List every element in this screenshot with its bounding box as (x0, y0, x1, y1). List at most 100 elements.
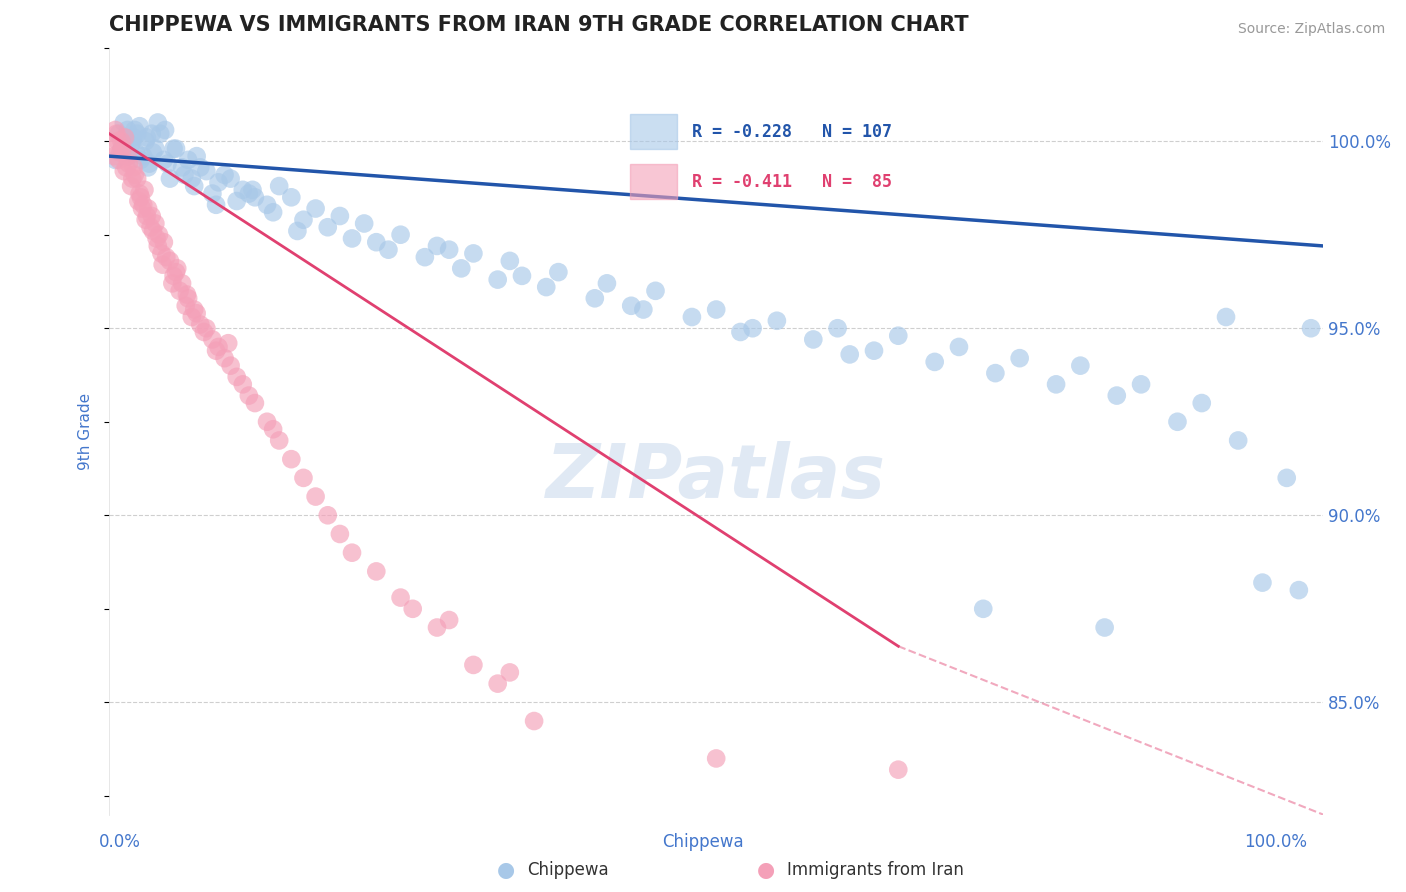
Point (104, 153, 127, 167)
Point (620, 299, 643, 313)
Point (146, 239, 169, 253)
Point (242, 183, 264, 197)
Point (186, 149, 208, 163)
Text: Source: ZipAtlas.com: Source: ZipAtlas.com (1237, 22, 1385, 37)
Point (186, 306, 208, 320)
Point (269, 434, 291, 448)
Point (1105, 388, 1128, 402)
Point (287, 224, 309, 238)
Point (219, 359, 242, 373)
Text: R = -0.228   N = 107: R = -0.228 N = 107 (692, 123, 891, 141)
Point (984, 366, 1007, 380)
Point (437, 243, 460, 257)
Point (162, 277, 184, 291)
Point (402, 602, 425, 616)
Point (741, 321, 763, 335)
Point (426, 620, 449, 634)
Point (486, 676, 509, 690)
Point (149, 127, 172, 141)
Point (122, 161, 145, 175)
Point (413, 250, 436, 264)
Point (105, 127, 128, 141)
Point (141, 209, 163, 223)
Point (1227, 434, 1250, 448)
Point (195, 321, 218, 335)
Point (117, 149, 139, 163)
Point (316, 220, 339, 235)
Text: 0.0%: 0.0% (98, 833, 141, 851)
Point (188, 161, 211, 175)
Point (523, 714, 546, 728)
Point (183, 179, 205, 194)
Point (499, 253, 522, 268)
Point (124, 168, 146, 182)
Point (110, 142, 132, 156)
Point (145, 217, 167, 231)
Point (366, 235, 388, 250)
Point (159, 171, 181, 186)
Point (120, 137, 142, 152)
Point (120, 179, 142, 194)
Point (1045, 377, 1067, 392)
Point (838, 347, 860, 361)
Point (366, 565, 388, 579)
Point (153, 235, 176, 250)
Point (138, 156, 160, 170)
Point (450, 261, 472, 276)
Point (121, 134, 143, 148)
Point (377, 243, 399, 257)
Text: Chippewa: Chippewa (527, 861, 609, 879)
Point (201, 333, 224, 347)
Point (108, 153, 131, 167)
Point (681, 310, 703, 324)
Point (114, 130, 136, 145)
Point (463, 657, 485, 672)
Text: ZIPatlas: ZIPatlas (546, 441, 886, 514)
Point (256, 198, 278, 212)
Point (150, 246, 173, 260)
Point (139, 220, 162, 235)
Point (329, 209, 352, 223)
Point (162, 142, 184, 156)
Point (1251, 575, 1274, 590)
Point (145, 142, 167, 156)
Text: 100.0%: 100.0% (1244, 833, 1308, 851)
Point (547, 265, 569, 279)
Point (232, 183, 254, 197)
Point (156, 156, 179, 170)
Point (463, 246, 485, 260)
Point (193, 325, 215, 339)
Point (117, 123, 139, 137)
Point (108, 145, 131, 160)
Point (103, 149, 125, 163)
Point (219, 171, 242, 186)
Point (238, 388, 260, 402)
Point (863, 343, 886, 358)
Point (174, 299, 197, 313)
Point (141, 127, 163, 141)
Point (499, 665, 522, 680)
Point (316, 508, 339, 523)
Point (269, 179, 291, 194)
Point (134, 183, 156, 197)
Point (112, 115, 135, 129)
Point (238, 186, 260, 201)
Point (214, 351, 236, 366)
Text: CHIPPEWA VS IMMIGRANTS FROM IRAN 9TH GRADE CORRELATION CHART: CHIPPEWA VS IMMIGRANTS FROM IRAN 9TH GRA… (110, 15, 969, 35)
Point (170, 277, 193, 291)
Point (127, 127, 149, 141)
Point (924, 355, 946, 369)
Point (510, 268, 533, 283)
Point (148, 227, 170, 242)
Point (114, 134, 136, 148)
Point (207, 175, 229, 189)
Point (159, 253, 181, 268)
Point (112, 164, 135, 178)
Point (153, 153, 176, 167)
Point (124, 123, 146, 137)
Point (1288, 583, 1310, 598)
Point (152, 258, 174, 272)
Point (704, 302, 727, 317)
Point (169, 284, 191, 298)
Point (121, 171, 143, 186)
